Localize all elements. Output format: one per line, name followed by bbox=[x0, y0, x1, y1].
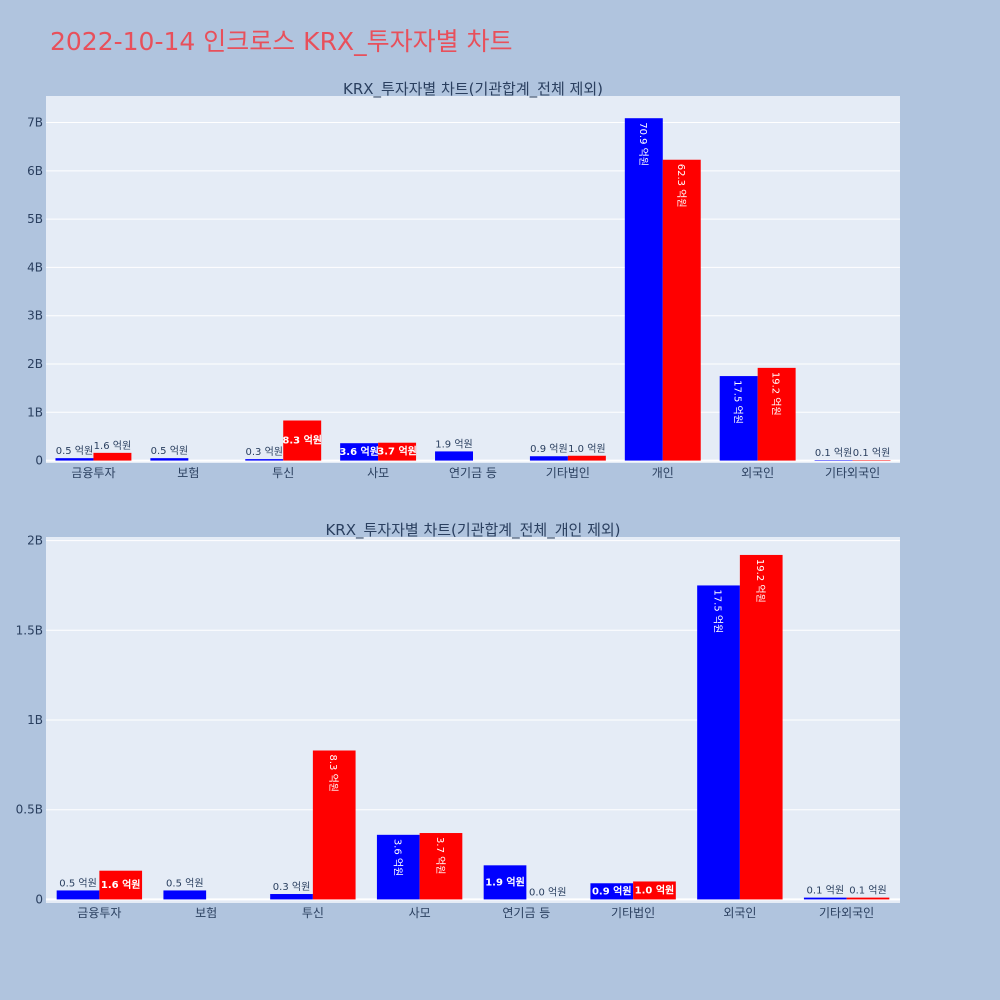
bar bbox=[435, 451, 473, 461]
bar bbox=[378, 442, 417, 461]
bar bbox=[590, 883, 634, 900]
data-label: 0.9 억원 bbox=[592, 884, 632, 897]
data-label: 0.3 억원 bbox=[246, 446, 283, 458]
data-label: 0.5 억원 bbox=[59, 877, 96, 889]
bar bbox=[662, 159, 701, 461]
data-label: 0.1 억원 bbox=[815, 447, 852, 459]
x-tick-label: 사모 bbox=[409, 906, 431, 920]
y-tick-label: 2B bbox=[27, 534, 43, 548]
bar bbox=[633, 881, 676, 900]
data-label: 19.2 억원 bbox=[770, 372, 782, 416]
bar bbox=[483, 865, 527, 900]
y-tick-label: 0.5B bbox=[16, 803, 43, 817]
bar bbox=[419, 833, 463, 900]
bar bbox=[245, 459, 284, 461]
data-label: 0.0 억원 bbox=[529, 886, 566, 898]
chart-title: KRX_투자자별 차트(기관합계_전체 제외) bbox=[343, 80, 603, 99]
data-label: 0.1 억원 bbox=[849, 885, 886, 897]
data-label: 3.7 억원 bbox=[434, 837, 446, 874]
data-label: 0.3 억원 bbox=[273, 881, 310, 893]
y-tick-label: 0 bbox=[35, 892, 43, 906]
x-tick-label: 기타외국인 bbox=[819, 906, 874, 920]
data-label: 17.5 억원 bbox=[712, 589, 724, 633]
data-label: 0.1 억원 bbox=[807, 885, 844, 897]
bar bbox=[803, 897, 847, 900]
y-tick-label: 4B bbox=[27, 260, 43, 274]
x-tick-label: 보험 bbox=[177, 466, 199, 480]
bar bbox=[719, 376, 758, 461]
x-tick-label: 개인 bbox=[652, 466, 674, 480]
bar bbox=[270, 894, 313, 900]
data-label: 1.9 억원 bbox=[435, 438, 472, 450]
bar bbox=[55, 458, 94, 461]
data-label: 19.2 억원 bbox=[754, 559, 766, 603]
y-tick-label: 0 bbox=[35, 454, 43, 468]
bar bbox=[624, 118, 663, 461]
bar bbox=[340, 443, 379, 461]
x-tick-label: 기타법인 bbox=[546, 466, 590, 480]
x-tick-label: 연기금 등 bbox=[502, 906, 550, 920]
data-label: 3.6 억원 bbox=[339, 445, 379, 458]
y-tick-label: 1.5B bbox=[16, 623, 43, 637]
data-label: 8.3 억원 bbox=[282, 434, 322, 447]
data-label: 8.3 억원 bbox=[327, 755, 339, 792]
x-tick-label: 외국인 bbox=[741, 466, 774, 480]
y-tick-label: 1B bbox=[27, 713, 43, 727]
data-label: 1.6 억원 bbox=[101, 878, 141, 891]
x-tick-label: 금융투자 bbox=[77, 906, 121, 920]
data-label: 0.1 억원 bbox=[853, 447, 890, 459]
data-label: 3.6 억원 bbox=[391, 839, 403, 876]
data-label: 0.5 억원 bbox=[151, 445, 188, 457]
bar bbox=[567, 455, 606, 461]
data-label: 0.9 억원 bbox=[530, 443, 567, 455]
data-label: 1.0 억원 bbox=[635, 883, 675, 896]
data-label: 70.9 억원 bbox=[637, 122, 649, 166]
data-label: 17.5 억원 bbox=[732, 380, 744, 424]
x-tick-label: 기타외국인 bbox=[825, 466, 880, 480]
bar bbox=[757, 367, 796, 461]
x-tick-label: 투신 bbox=[272, 466, 294, 480]
x-tick-label: 외국인 bbox=[723, 906, 756, 920]
bar bbox=[56, 890, 100, 900]
data-label: 1.9 억원 bbox=[485, 875, 525, 888]
bar bbox=[163, 890, 207, 900]
x-tick-label: 기타법인 bbox=[611, 906, 655, 920]
bar bbox=[739, 554, 783, 900]
x-tick-label: 보험 bbox=[195, 906, 217, 920]
y-tick-label: 6B bbox=[27, 164, 43, 178]
y-tick-label: 1B bbox=[27, 405, 43, 419]
data-label: 0.5 억원 bbox=[56, 445, 93, 457]
y-tick-label: 5B bbox=[27, 212, 43, 226]
x-tick-label: 투신 bbox=[302, 906, 324, 920]
x-tick-label: 연기금 등 bbox=[449, 466, 497, 480]
bar bbox=[99, 870, 143, 900]
data-label: 1.0 억원 bbox=[568, 443, 605, 455]
y-tick-label: 7B bbox=[27, 116, 43, 130]
bar bbox=[283, 420, 322, 461]
chart-2: 0 0.5B 1B 1.5B 2B KRX_투자자별 차트(기관합계_전체_개인 제외) 금… bbox=[16, 521, 900, 920]
chart-1: 0 1B 2B 3B 4B 5B 6B 7B KRX_투자자별 차트(기관합계_전체 제외) 금융… bbox=[27, 80, 900, 480]
bar bbox=[376, 834, 420, 900]
page-title: 2022-10-14 인크로스 KRX_투자자별 차트 bbox=[50, 27, 513, 56]
data-label: 0.5 억원 bbox=[166, 877, 203, 889]
bar bbox=[846, 897, 890, 900]
bar bbox=[697, 585, 740, 900]
y-tick-label: 2B bbox=[27, 357, 43, 371]
x-tick-label: 사모 bbox=[367, 466, 389, 480]
data-label: 62.3 억원 bbox=[675, 164, 687, 208]
data-label: 3.7 억원 bbox=[377, 445, 417, 458]
data-label: 1.6 억원 bbox=[94, 440, 131, 452]
y-tick-label: 3B bbox=[27, 309, 43, 323]
x-tick-label: 금융투자 bbox=[71, 466, 115, 480]
bar bbox=[93, 452, 132, 461]
chart-title: KRX_투자자별 차트(기관합계_전체_개인 제외) bbox=[325, 521, 620, 540]
bar bbox=[150, 458, 189, 461]
bar bbox=[312, 750, 356, 900]
bar bbox=[529, 456, 568, 461]
